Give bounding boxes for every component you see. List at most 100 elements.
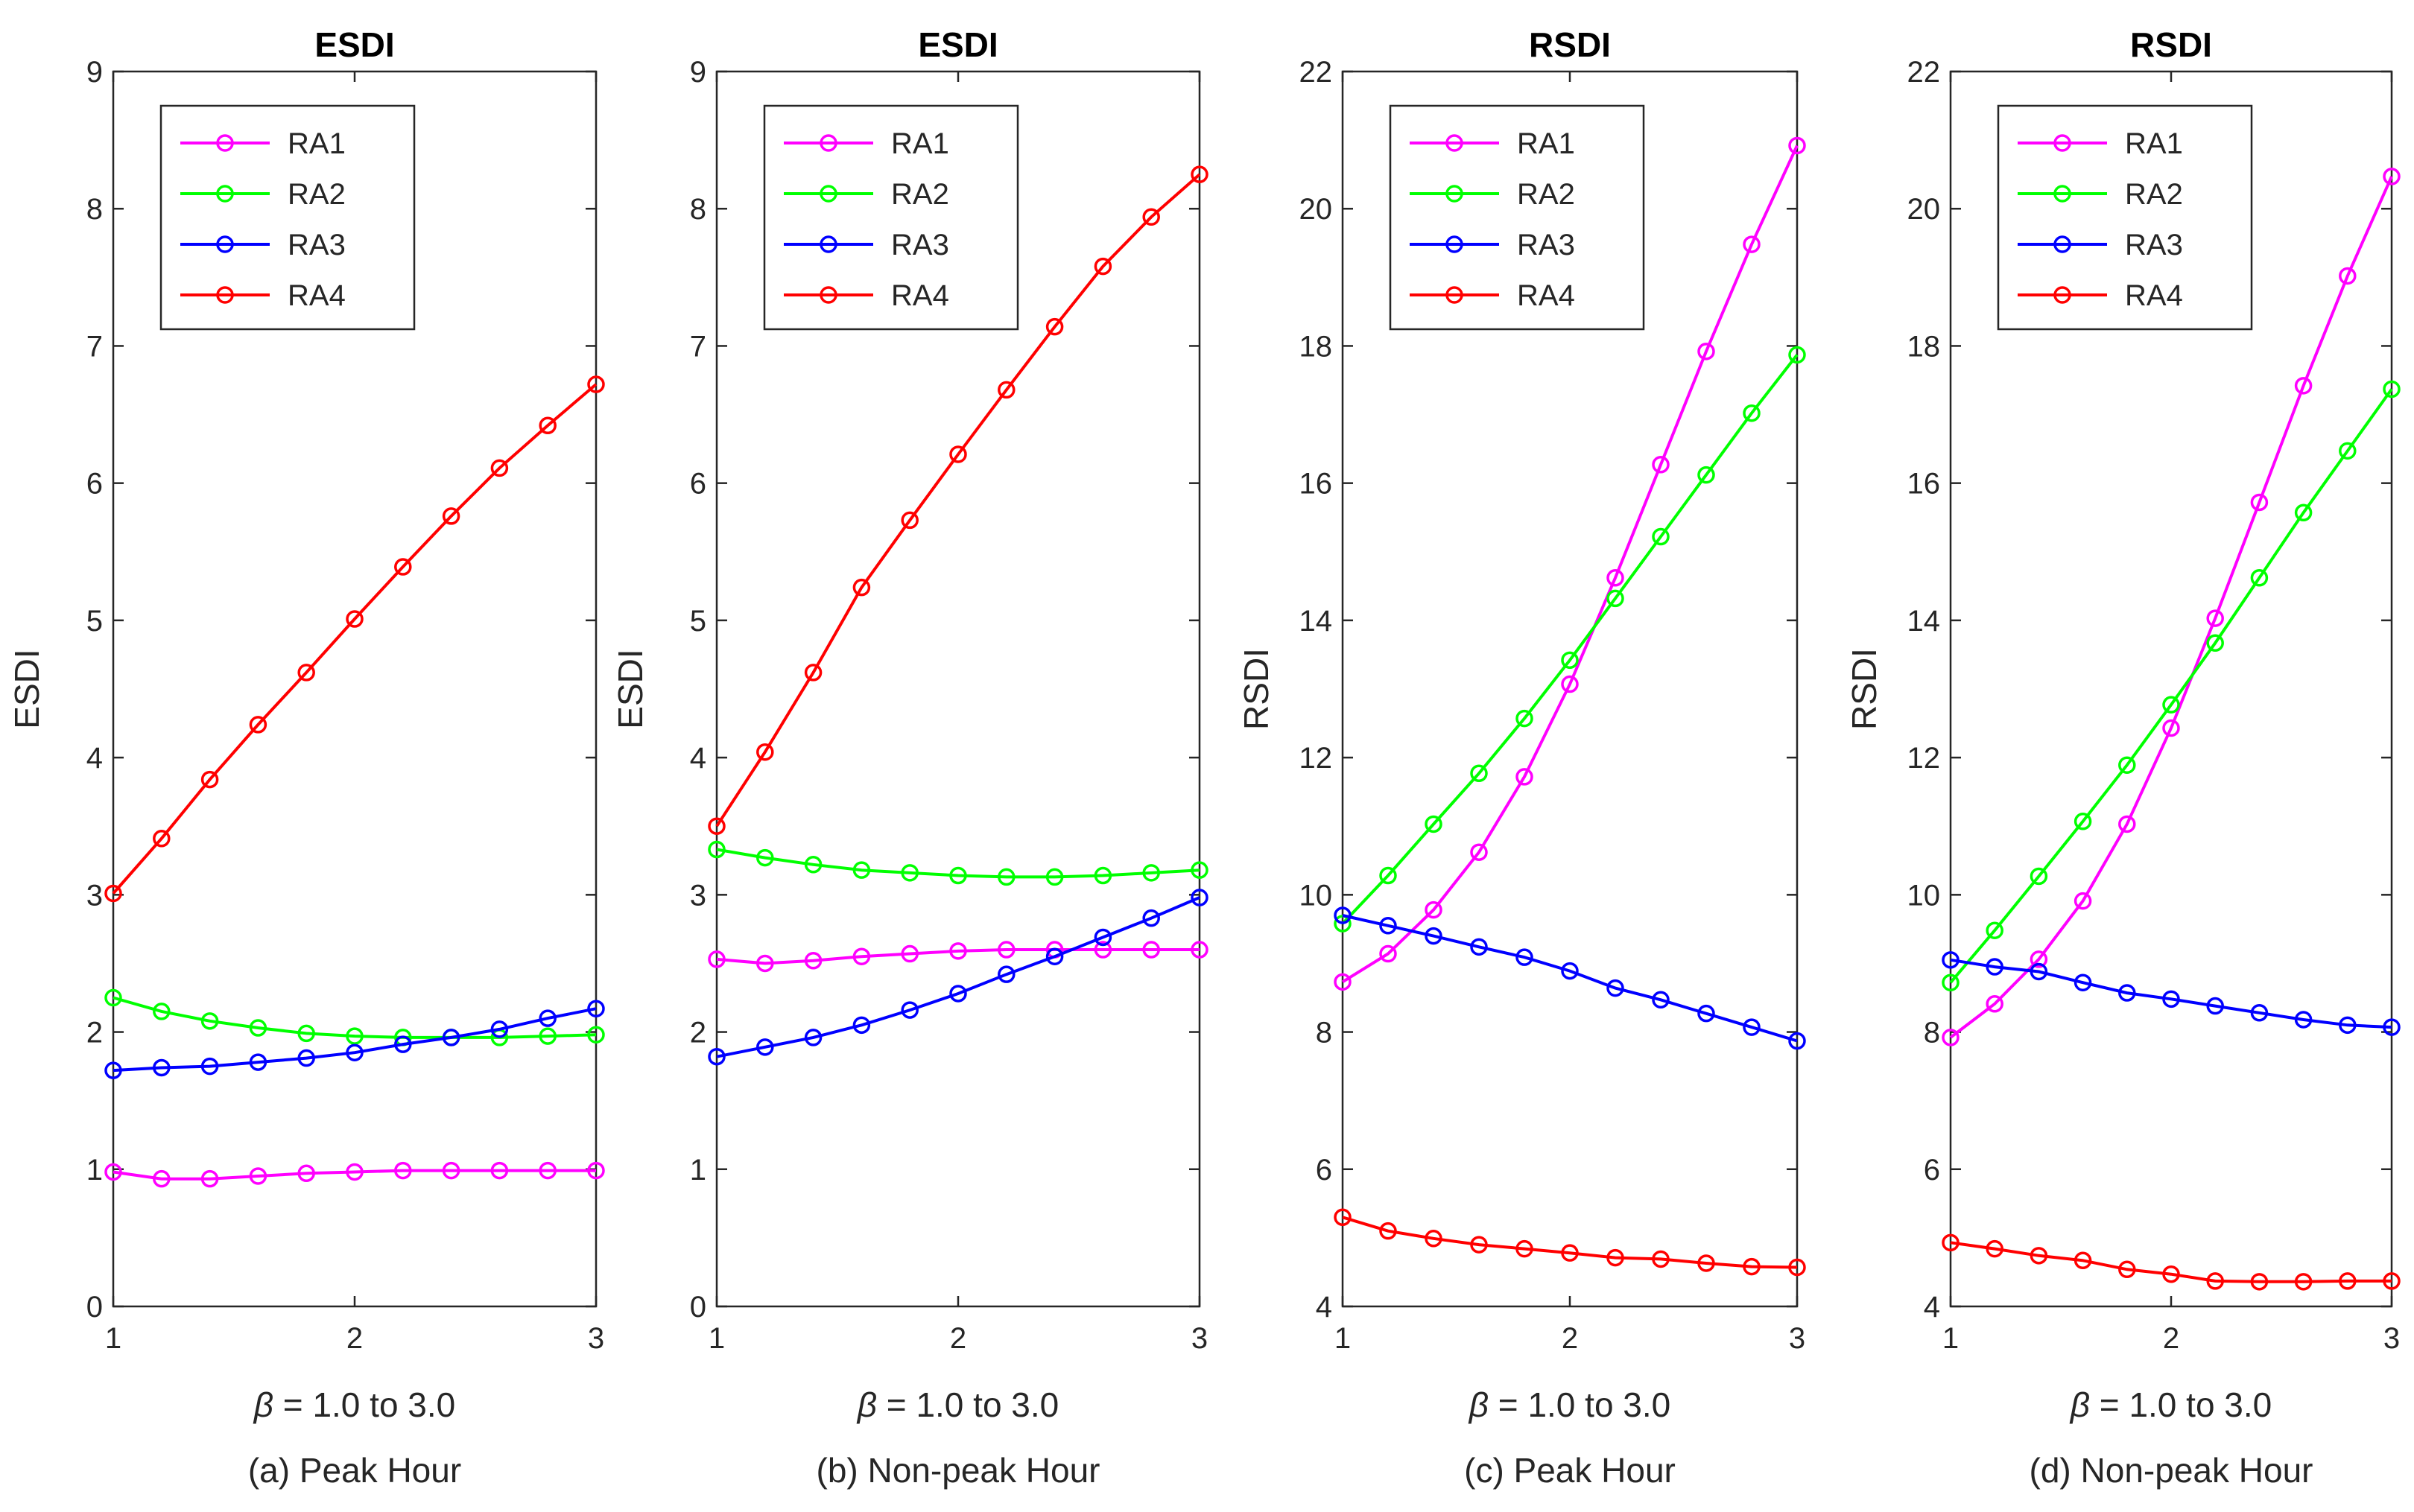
data-point-ra1 [587,1161,605,1180]
x-tick-label: 2 [950,1322,966,1355]
panel-caption: (a) Peak Hour [248,1451,461,1490]
data-point-ra2 [949,866,967,885]
data-point-ra3 [949,985,967,1003]
series-line-ra4 [1342,1216,1798,1269]
data-point-ra3 [442,1029,460,1046]
data-point-ra1 [442,1161,460,1180]
data-point-ra1 [2294,377,2313,395]
data-point-ra3 [539,1009,557,1027]
y-tick-label: 8 [1316,1017,1332,1049]
y-tick-label: 10 [1907,879,1941,912]
y-tick-label: 6 [86,468,103,501]
y-tick-label: 0 [86,1291,103,1324]
y-axis-label: RSDI [1845,648,1884,730]
data-point-ra4 [394,558,412,576]
x-tick-label: 1 [105,1322,121,1355]
y-tick-label: 4 [1316,1291,1332,1324]
y-tick-label: 8 [86,193,103,226]
x-tick-label: 3 [1191,1322,1208,1355]
data-point-ra2 [2383,380,2401,398]
series-line-ra3 [1342,914,1798,1043]
y-tick-label: 2 [86,1017,103,1049]
legend-label-ra4: RA4 [288,279,346,312]
data-point-ra1 [1515,768,1533,786]
y-tick-label: 8 [1924,1017,1940,1049]
data-point-ra4 [2162,1265,2180,1283]
chart-title: RSDI [1529,25,1611,64]
data-point-ra2 [1470,764,1488,783]
data-point-ra2 [998,868,1016,886]
data-point-ra4 [1334,1208,1352,1227]
y-tick-label: 6 [1924,1154,1940,1187]
data-point-ra4 [1142,208,1160,226]
chart-title: ESDI [314,25,394,64]
data-point-ra4 [852,578,871,597]
data-point-ra3 [1743,1018,1761,1036]
y-tick-label: 4 [690,742,706,775]
data-point-ra2 [852,861,871,879]
data-point-ra1 [2118,815,2136,833]
y-tick-label: 5 [690,605,706,638]
legend-marker-ra2 [1445,185,1463,203]
series-line-ra2 [1949,388,2393,984]
data-point-ra1 [104,1163,122,1181]
x-axis-label: β = 1.0 to 3.0 [2069,1385,2272,1424]
series-line-ra4 [1950,1241,2392,1283]
series-line-ra1 [113,1169,596,1181]
data-point-ra1 [490,1161,509,1180]
chart-title: RSDI [2130,25,2212,64]
data-point-ra4 [587,375,605,393]
y-axis-label: RSDI [1237,648,1276,730]
data-point-ra1 [2206,609,2224,627]
data-point-ra2 [200,1012,219,1030]
data-point-ra4 [949,445,967,463]
data-point-ra4 [1045,317,1064,336]
data-point-ra1 [200,1169,219,1188]
data-point-ra1 [2074,892,2092,910]
y-tick-label: 1 [86,1154,103,1187]
legend-marker-ra1 [2053,134,2071,152]
data-point-ra2 [2206,634,2224,652]
data-point-ra2 [1606,589,1624,608]
data-point-ra4 [1942,1233,1960,1252]
data-point-ra4 [2030,1247,2048,1265]
data-point-ra3 [1986,958,2003,976]
legend-marker-ra4 [216,286,234,304]
data-point-ra2 [1788,346,1806,364]
data-point-ra1 [153,1169,171,1188]
x-tick-label: 2 [2163,1322,2179,1355]
data-point-ra2 [1191,861,1208,879]
data-point-ra4 [2294,1273,2313,1291]
data-point-ra3 [998,965,1016,983]
x-axis-label-text: = 1.0 to 3.0 [273,1385,455,1424]
y-tick-label: 6 [1316,1154,1332,1187]
data-point-ra3 [2074,973,2092,991]
data-point-ra3 [1788,1032,1806,1050]
data-point-ra1 [1743,235,1761,253]
chart-title: ESDI [918,25,998,64]
data-point-ra3 [2383,1018,2401,1036]
x-tick-label: 1 [1942,1322,1959,1355]
data-point-ra1 [1379,944,1397,963]
x-tick-label: 3 [588,1322,604,1355]
data-point-ra3 [1334,906,1352,924]
data-point-ra3 [587,1000,605,1017]
data-point-ra4 [153,830,171,848]
data-point-ra3 [804,1029,823,1046]
legend-label-ra3: RA3 [2125,229,2183,261]
data-point-ra2 [2294,504,2313,522]
data-point-ra2 [2118,756,2136,774]
data-point-ra3 [1191,889,1208,906]
data-point-ra3 [2250,1004,2269,1022]
data-point-ra4 [2339,1272,2357,1290]
panel-caption: (b) Non-peak Hour [817,1451,1100,1490]
data-point-ra1 [1561,675,1579,693]
legend-marker-ra2 [820,185,837,203]
data-point-ra3 [1379,917,1397,935]
data-point-ra4 [249,716,267,734]
legend-label-ra1: RA1 [891,127,949,160]
data-point-ra2 [1986,921,2003,939]
series-line-ra2 [113,996,597,1039]
